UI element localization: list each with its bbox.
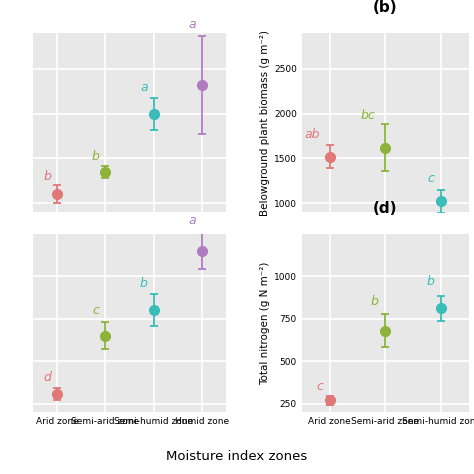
Text: b: b (140, 277, 148, 290)
Text: (d): (d) (373, 201, 398, 216)
Text: d: d (44, 371, 52, 384)
Text: c: c (93, 304, 100, 317)
Text: a: a (189, 18, 196, 31)
Text: (b): (b) (373, 0, 398, 15)
Text: a: a (189, 214, 196, 227)
Text: b: b (427, 275, 435, 288)
Text: bc: bc (361, 109, 375, 122)
Y-axis label: Belowground plant biomass (g m⁻²): Belowground plant biomass (g m⁻²) (260, 29, 270, 216)
Text: c: c (316, 380, 323, 393)
Text: ab: ab (304, 128, 319, 140)
Text: a: a (140, 81, 148, 94)
Y-axis label: Total nitrogen (g N m⁻²): Total nitrogen (g N m⁻²) (260, 261, 270, 384)
Text: c: c (428, 172, 435, 185)
Text: b: b (371, 295, 379, 309)
Text: b: b (92, 150, 100, 163)
Text: Moisture index zones: Moisture index zones (166, 450, 308, 463)
Text: b: b (44, 170, 52, 182)
